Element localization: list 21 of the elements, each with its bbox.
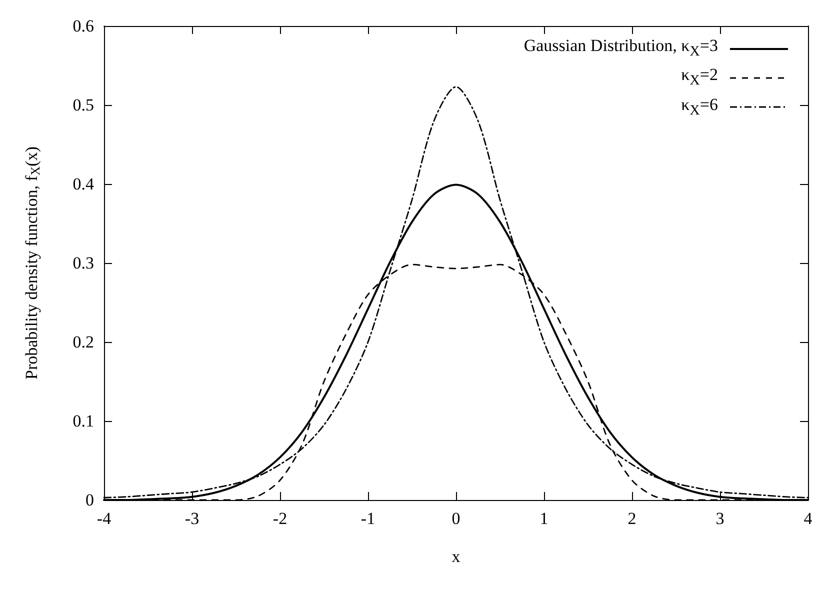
y-tick-label: 0.3 bbox=[72, 254, 94, 272]
y-axis-title: Probability density function, fX(x) bbox=[22, 146, 42, 380]
x-tick-label: -3 bbox=[184, 509, 200, 528]
y-tick-label: 0 bbox=[86, 490, 94, 510]
y-tick-label: 0.2 bbox=[72, 332, 94, 352]
x-axis-title: x bbox=[452, 547, 461, 566]
y-tick-label: 0.4 bbox=[72, 174, 94, 194]
x-tick-label: -1 bbox=[360, 509, 376, 528]
y-tick-label: 0.1 bbox=[72, 412, 94, 430]
x-tick-label: 3 bbox=[716, 509, 724, 528]
x-tick-label: 4 bbox=[804, 509, 813, 528]
x-tick-label: -4 bbox=[96, 509, 112, 528]
x-tick-label: 1 bbox=[540, 509, 548, 528]
y-tick-label: 0.5 bbox=[72, 96, 94, 114]
legend-label: κ$_{X}$=2 bbox=[681, 64, 718, 91]
x-tick-label: 2 bbox=[628, 509, 636, 528]
x-tick-label: 0 bbox=[452, 509, 460, 528]
y-tick-label: 0.6 bbox=[72, 16, 94, 36]
x-tick-label: -2 bbox=[272, 509, 288, 528]
legend-label: Gaussian Distribution, κ$_{X}$=3 bbox=[524, 35, 718, 62]
legend-label: κ$_{X}$=6 bbox=[681, 94, 718, 120]
